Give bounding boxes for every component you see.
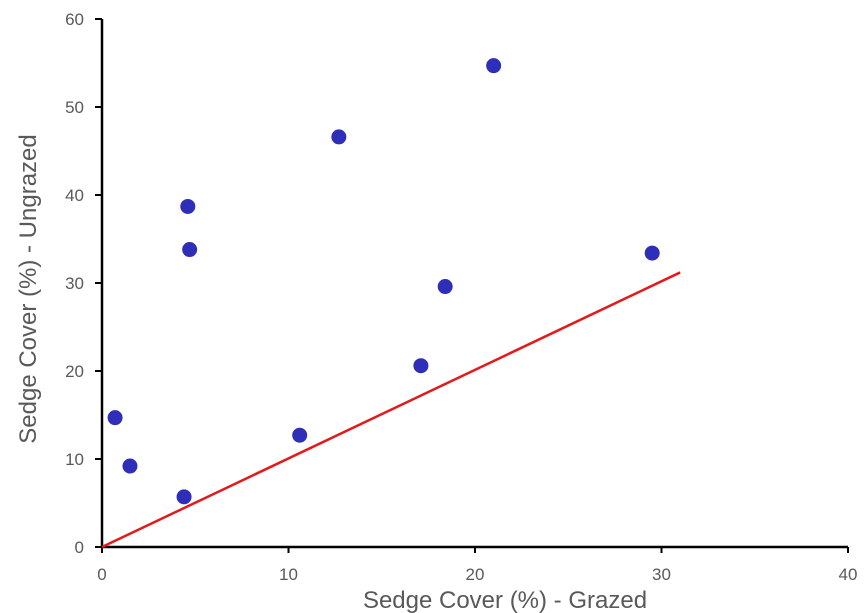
y-tick-label: 10 — [65, 450, 84, 469]
data-point — [413, 358, 429, 374]
y-tick-label: 0 — [75, 538, 84, 557]
data-point — [182, 242, 198, 258]
x-axis-title: Sedge Cover (%) - Grazed — [363, 587, 647, 613]
x-tick-label: 30 — [652, 565, 671, 584]
y-tick-label: 20 — [65, 362, 84, 381]
y-tick-label: 50 — [65, 98, 84, 117]
x-tick-label: 20 — [466, 565, 485, 584]
y-tick-label: 60 — [65, 10, 84, 29]
y-tick-label: 40 — [65, 186, 84, 205]
data-point — [644, 245, 660, 261]
x-tick-label: 10 — [279, 565, 298, 584]
data-point — [486, 58, 502, 74]
data-point — [437, 279, 453, 295]
data-point — [176, 489, 192, 505]
data-point — [107, 410, 123, 426]
data-point — [180, 198, 196, 214]
data-point — [331, 129, 347, 145]
reference-line — [101, 271, 681, 549]
x-tick-label: 40 — [839, 565, 858, 584]
data-point — [292, 427, 308, 443]
y-axis-title: Sedge Cover (%) - Ungrazed — [15, 134, 42, 443]
data-point — [122, 458, 138, 474]
y-tick-label: 30 — [65, 274, 84, 293]
x-tick-label: 0 — [97, 565, 106, 584]
plot-area: 0 10 20 30 40 50 60 0 10 20 30 40 — [65, 10, 857, 584]
